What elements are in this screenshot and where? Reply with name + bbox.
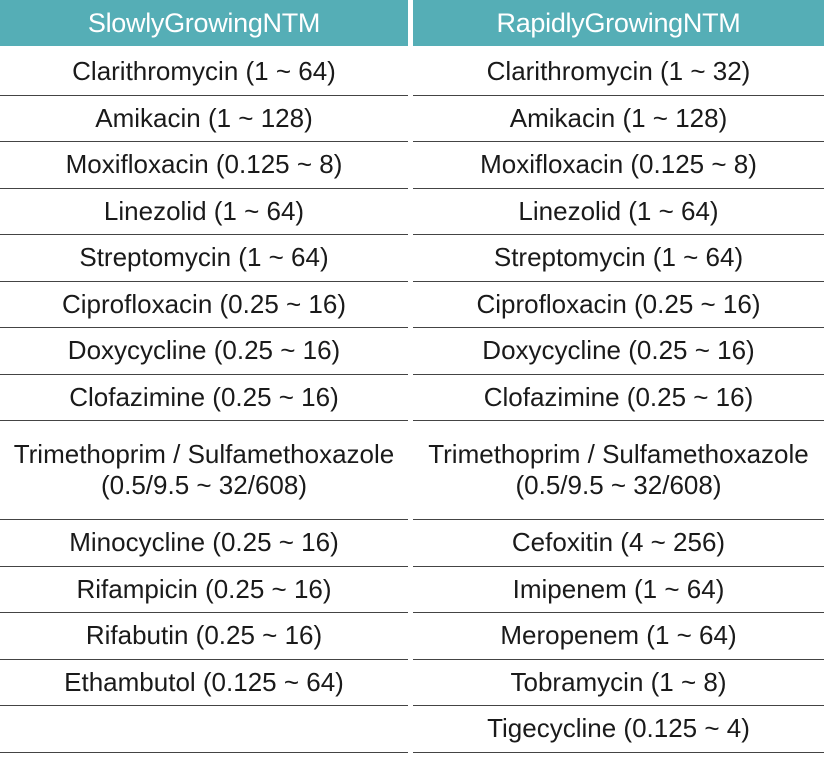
table-cell: Streptomycin (1 ~ 64) (413, 235, 824, 282)
cell-text: Minocycline (0.25 ~ 16) (69, 527, 339, 558)
rapidly-growing-header: RapidlyGrowingNTM (413, 0, 824, 46)
table-cell: Clarithromycin (1 ~ 32) (413, 49, 824, 96)
table-cell-empty (0, 706, 408, 753)
cell-text: Rifabutin (0.25 ~ 16) (85, 620, 323, 651)
table-cell: Trimethoprim / Sulfamethoxazole (0.5/9.5… (0, 421, 408, 520)
table-cell: Rifampicin (0.25 ~ 16) (0, 567, 408, 613)
table-cell: Moxifloxacin (0.125 ~ 8) (413, 142, 824, 189)
table-cell: Clofazimine (0.25 ~ 16) (413, 375, 824, 421)
cell-text: Linezolid (1 ~ 64) (518, 195, 719, 226)
cell-text: Moxifloxacin (0.125 ~ 8) (480, 149, 757, 180)
table-cell: Doxycycline (0.25 ~ 16) (413, 328, 824, 375)
cell-text: Ethambutol (0.125 ~ 64) (64, 666, 344, 697)
cell-text: Tobramycin (1 ~ 8) (510, 666, 727, 697)
cell-text: Moxifloxacin (0.125 ~ 8) (65, 149, 343, 180)
cell-text: Streptomycin (1 ~ 64) (493, 242, 744, 273)
cell-text: Ciprofloxacin (0.25 ~ 16) (476, 288, 761, 319)
cell-text: Imipenem (1 ~ 64) (512, 573, 725, 604)
slowly-growing-header: SlowlyGrowingNTM (0, 0, 408, 46)
cell-text: Amikacin (1 ~ 128) (509, 102, 728, 133)
cell-text: Streptomycin (1 ~ 64) (79, 242, 329, 273)
table-cell: Clarithromycin (1 ~ 64) (0, 49, 408, 96)
cell-text: Tigecycline (0.125 ~ 4) (487, 713, 750, 744)
table-cell: Cefoxitin (4 ~ 256) (413, 520, 824, 567)
cell-text: Trimethoprim / Sulfamethoxazole (0.5/9.5… (13, 439, 395, 500)
table-cell: Doxycycline (0.25 ~ 16) (0, 328, 408, 375)
cell-text: Clarithromycin (1 ~ 64) (72, 56, 336, 87)
cell-text: Rifampicin (0.25 ~ 16) (76, 573, 332, 604)
cell-text: Meropenem (1 ~ 64) (500, 620, 737, 651)
rapidly-growing-column: RapidlyGrowingNTM Clarithromycin (1 ~ 32… (413, 0, 824, 753)
table-cell: Clofazimine (0.25 ~ 16) (0, 375, 408, 421)
table-cell: Tigecycline (0.125 ~ 4) (413, 706, 824, 753)
table-cell: Meropenem (1 ~ 64) (413, 613, 824, 660)
table-cell: Rifabutin (0.25 ~ 16) (0, 613, 408, 660)
table-cell: Streptomycin (1 ~ 64) (0, 235, 408, 282)
table-cell: Linezolid (1 ~ 64) (413, 189, 824, 235)
table-cell: Linezolid (1 ~ 64) (0, 189, 408, 235)
table-cell: Amikacin (1 ~ 128) (413, 96, 824, 142)
cell-text: Clofazimine (0.25 ~ 16) (69, 381, 339, 412)
cell-text: Ciprofloxacin (0.25 ~ 16) (62, 288, 346, 319)
table-cell: Tobramycin (1 ~ 8) (413, 660, 824, 706)
cell-text: Doxycycline (0.25 ~ 16) (482, 335, 755, 366)
cell-text: Clofazimine (0.25 ~ 16) (483, 381, 754, 412)
cell-text: Doxycycline (0.25 ~ 16) (67, 335, 341, 366)
table-cell: Imipenem (1 ~ 64) (413, 567, 824, 613)
slowly-growing-column: SlowlyGrowingNTM Clarithromycin (1 ~ 64)… (0, 0, 408, 753)
cell-text: Amikacin (1 ~ 128) (95, 102, 313, 133)
cell-text: Clarithromycin (1 ~ 32) (486, 56, 751, 87)
table-cell: Trimethoprim / Sulfamethoxazole (0.5/9.5… (413, 421, 824, 520)
cell-text: Linezolid (1 ~ 64) (103, 195, 305, 226)
cell-text: Cefoxitin (4 ~ 256) (511, 527, 726, 558)
table-cell: Minocycline (0.25 ~ 16) (0, 520, 408, 567)
table-cell: Amikacin (1 ~ 128) (0, 96, 408, 142)
table-cell: Ciprofloxacin (0.25 ~ 16) (413, 282, 824, 328)
table-cell: Ciprofloxacin (0.25 ~ 16) (0, 282, 408, 328)
cell-text: Trimethoprim / Sulfamethoxazole (0.5/9.5… (428, 439, 809, 500)
table-cell: Moxifloxacin (0.125 ~ 8) (0, 142, 408, 189)
table-cell: Ethambutol (0.125 ~ 64) (0, 660, 408, 706)
